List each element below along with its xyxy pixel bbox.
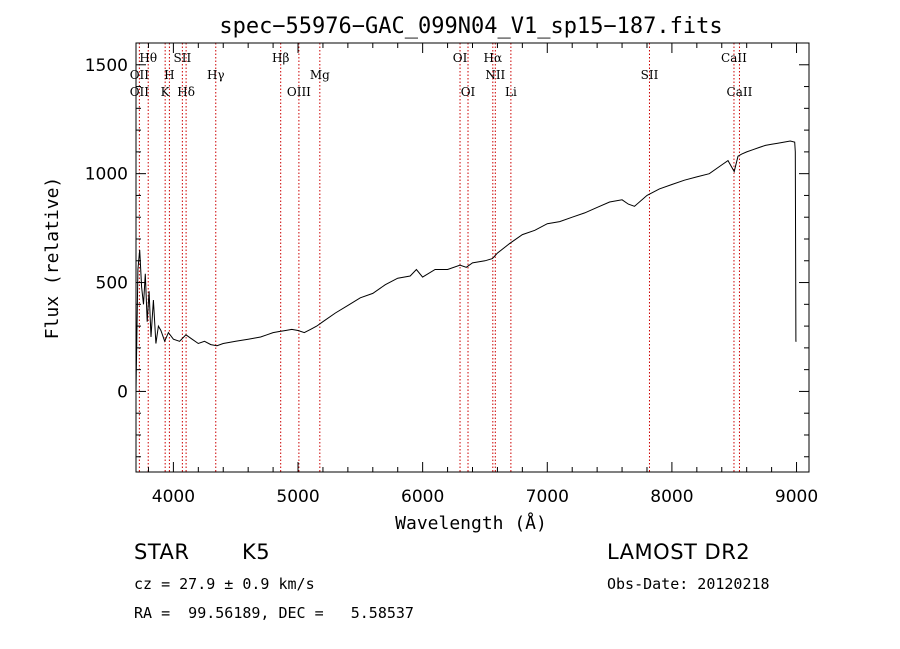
- spectral-line-label: SII: [174, 51, 192, 65]
- spectral-line-label: Li: [505, 85, 517, 99]
- survey-name: LAMOST DR2: [607, 540, 751, 564]
- y-tick-label: 1000: [85, 165, 128, 185]
- spectral-line-label: CaII: [721, 51, 747, 65]
- sky-coordinates: RA = 99.56189, DEC = 5.58537: [134, 604, 414, 622]
- spectral-line-label: Mg: [310, 68, 330, 82]
- x-tick-label: 6000: [401, 487, 444, 507]
- object-subclass: K5: [242, 540, 271, 564]
- spectral-line-label: K: [161, 85, 171, 99]
- spectral-line-label: Hδ: [177, 85, 195, 99]
- x-axis: 4000 5000 6000 7000 8000 9000: [147, 43, 818, 507]
- observation-date: Obs-Date: 20120218: [607, 575, 770, 593]
- y-axis: 0 500 1000 1500: [85, 42, 809, 458]
- redshift-velocity: cz = 27.9 ± 0.9 km/s: [134, 575, 315, 593]
- spectral-line-label: Hα: [484, 51, 503, 65]
- y-tick-label: 1500: [85, 56, 128, 76]
- chart-title: spec−55976−GAC_099N04_V1_sp15−187.fits: [219, 14, 722, 39]
- object-class: STAR: [134, 540, 190, 564]
- spectral-line-markers: [138, 43, 740, 472]
- spectral-line-label: Hγ: [207, 68, 225, 82]
- spectral-line-label: NII: [485, 68, 505, 82]
- plot-frame: [135, 42, 810, 473]
- spectral-line-label: OI: [453, 51, 468, 65]
- x-axis-label: Wavelength (Å): [395, 512, 547, 534]
- spectral-line-label: OII: [130, 68, 150, 82]
- x-tick-label: 5000: [276, 487, 319, 507]
- spectral-line-label: H: [164, 68, 174, 82]
- x-tick-label: 9000: [775, 487, 818, 507]
- y-axis-label: Flux (relative): [42, 177, 63, 340]
- spectral-line-label: SII: [641, 68, 659, 82]
- spectrum-trace: [135, 140, 797, 392]
- spectral-line-label: OI: [461, 85, 476, 99]
- spectral-line-label: CaII: [727, 85, 753, 99]
- x-tick-label: 7000: [526, 487, 569, 507]
- spectral-line-label: Hθ: [139, 51, 157, 65]
- y-tick-label: 0: [117, 382, 128, 402]
- y-tick-label: 500: [96, 274, 128, 294]
- spectral-line-label: Hβ: [272, 51, 289, 65]
- x-tick-label: 8000: [650, 487, 693, 507]
- spectral-line-label: OIII: [287, 85, 311, 99]
- x-tick-label: 4000: [152, 487, 195, 507]
- spectral-line-label: OII: [130, 85, 150, 99]
